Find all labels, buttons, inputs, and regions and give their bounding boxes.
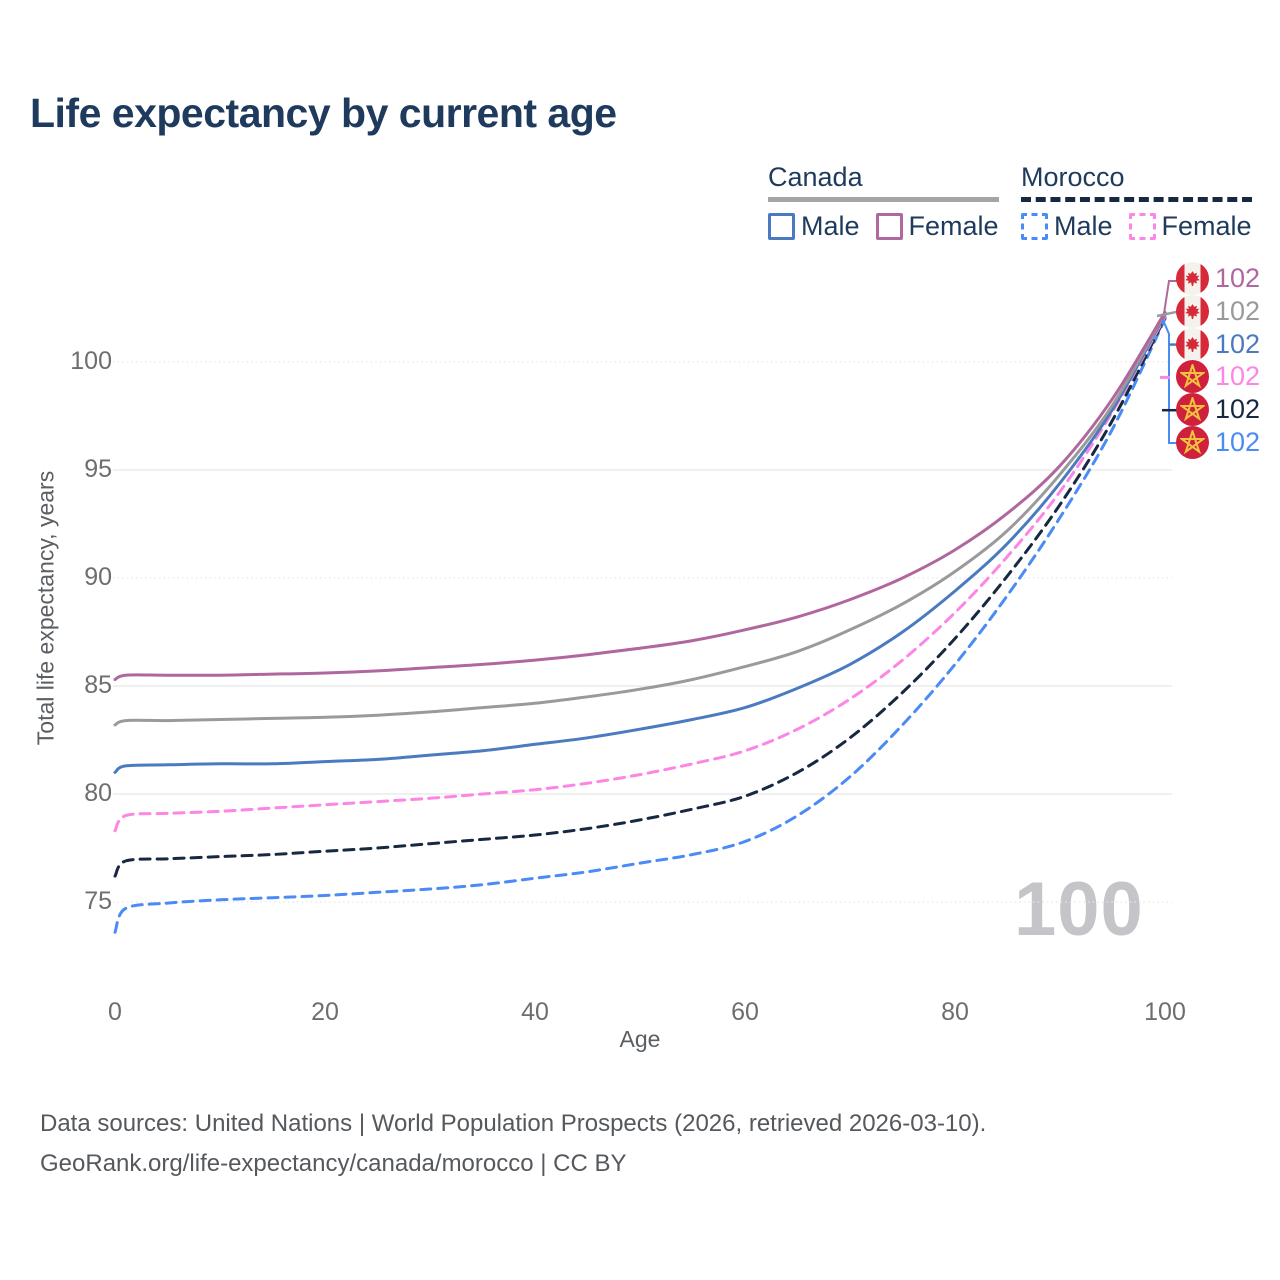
end-value-canada-female: 102 [1215,263,1261,293]
series-canada-male-line [113,313,1167,774]
legend-morocco-underline [1021,197,1252,202]
end-value-morocco-total: 102 [1215,394,1261,425]
legend-morocco-label: Morocco [1021,162,1125,192]
series-canada-female-line [113,310,1167,682]
y-tick-label-85: 85 [84,671,112,699]
end-label-canada-male: 102 [1176,327,1261,361]
pentagram-star-icon [1180,364,1205,389]
canada-male-swatch [768,213,795,240]
maple-leaf-icon [1185,336,1200,352]
y-tick-label-75: 75 [84,887,112,915]
canada-flag-icon [1176,327,1209,361]
end-value-canada-total: 102 [1215,295,1261,326]
x-tick-label-100: 100 [1144,998,1186,1026]
y-tick-label-100: 100 [70,347,112,375]
legend-group-morocco: Morocco Male Female [1021,162,1252,242]
footer-attribution: GeoRank.org/life-expectancy/canada/moroc… [40,1150,627,1177]
age-watermark: 100 [1014,867,1144,952]
morocco-flag-icon [1176,426,1209,459]
canada-flag-icon [1176,294,1209,328]
x-tick-label-20: 20 [311,998,339,1026]
morocco-male-label: Male [1054,211,1113,241]
end-label-morocco-male: 102 [1176,426,1260,459]
x-axis-title: Age [619,1026,661,1052]
y-axis-title: Total life expectancy, years [32,470,59,746]
series-canada-total-line [113,311,1167,727]
y-tick-label-95: 95 [84,455,112,483]
canada-female-swatch [875,213,903,240]
legend-item-morocco-male[interactable]: Male [1021,211,1113,242]
series-morocco-total-line [113,316,1167,878]
canada-flag-icon [1176,262,1209,295]
end-label-morocco-female: 102 [1176,360,1261,394]
legend-group-canada: Canada Male Female [768,162,999,242]
legend-item-canada-female[interactable]: Female [875,211,999,242]
canada-female-label: Female [908,211,999,241]
y-tick-label-80: 80 [84,779,112,807]
morocco-flag-icon [1176,360,1209,394]
leader-line-2 [1162,319,1177,444]
canada-male-label: Male [801,211,860,241]
maple-leaf-icon [1185,271,1200,286]
end-label-canada-total: 102 [1176,294,1261,328]
legend-canada-underline [768,197,999,202]
y-tick-label-90: 90 [84,563,112,591]
end-value-morocco-male: 102 [1215,427,1261,457]
morocco-female-label: Female [1161,211,1252,241]
pentagram-star-icon [1180,397,1205,422]
end-label-canada-female: 102 [1176,262,1260,295]
legend-morocco-items: Male Female [1021,211,1252,242]
x-tick-label-80: 80 [941,998,969,1026]
x-tick-label-40: 40 [521,998,549,1026]
page-title: Life expectancy by current age [30,90,617,136]
footer-sources: Data sources: United Nations | World Pop… [40,1110,987,1137]
leader-line-1 [1156,310,1178,318]
morocco-female-swatch [1128,213,1156,240]
pentagram-star-icon [1180,430,1205,455]
end-label-morocco-total: 102 [1176,393,1261,427]
legend-canada-items: Male Female [768,211,999,242]
end-value-morocco-female: 102 [1215,361,1261,392]
series-morocco-male-line [113,317,1167,934]
legend-item-morocco-female[interactable]: Female [1128,211,1252,242]
end-value-canada-male: 102 [1215,328,1261,359]
leader-line-0 [1162,280,1177,321]
morocco-male-swatch [1021,213,1048,240]
x-tick-label-60: 60 [731,998,759,1026]
x-tick-label-0: 0 [108,998,122,1026]
series-morocco-female-line [113,315,1167,833]
maple-leaf-icon [1185,303,1200,319]
morocco-flag-icon [1176,393,1209,427]
legend-item-canada-male[interactable]: Male [768,211,860,242]
legend-canada-label: Canada [768,162,863,192]
